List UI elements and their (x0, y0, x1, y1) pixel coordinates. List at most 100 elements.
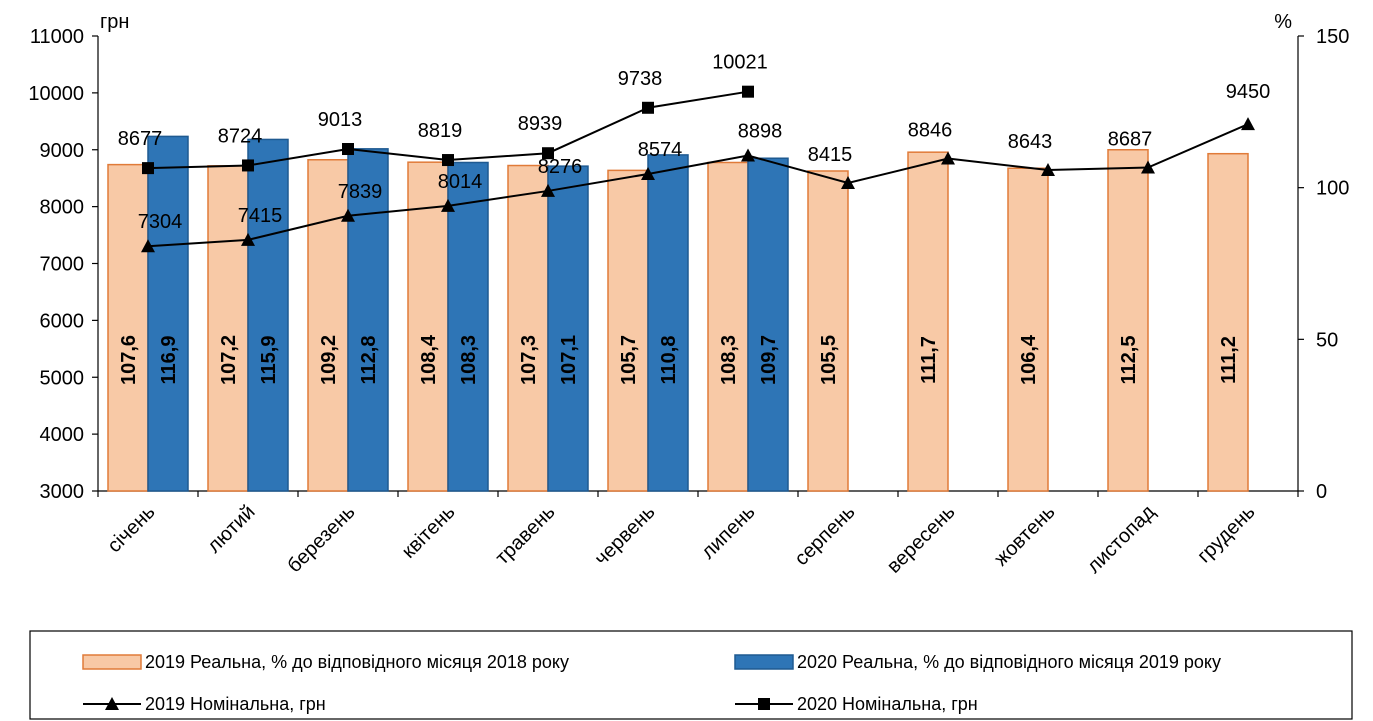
x-tick-label: червень (590, 501, 659, 570)
bar (1107, 149, 1149, 492)
bar-data-label: 112,8 (358, 336, 380, 385)
bar (407, 161, 449, 492)
triangle-marker (1141, 160, 1155, 174)
bar-data-label: 111,2 (1218, 336, 1240, 384)
bar-data-label: 107,6 (118, 335, 140, 385)
legend-label: 2019 Номінальна, грн (145, 694, 326, 714)
bar-data-label: 112,5 (1118, 336, 1140, 385)
line-data-label: 9450 (1226, 81, 1271, 103)
square-marker (442, 154, 454, 167)
legend-swatch (82, 654, 142, 670)
bar-data-label: 109,7 (758, 335, 780, 385)
bar-data-label: 107,1 (558, 335, 580, 385)
bar (447, 161, 489, 492)
y-right-tick-label: 100 (1316, 178, 1349, 200)
bar-data-label: 111,7 (918, 336, 940, 384)
square-marker (742, 85, 754, 98)
y-left-unit: грн (100, 11, 129, 33)
triangle-marker (1241, 117, 1255, 131)
triangle-marker (941, 151, 955, 165)
x-tick-label: листопад (1083, 501, 1160, 578)
y-right-unit: % (1274, 11, 1292, 33)
y-right-tick-label: 150 (1316, 26, 1349, 48)
bar (607, 169, 649, 492)
legend: 2019 Реальна, % до відповідного місяця 2… (29, 630, 1353, 720)
y-left-tick-label: 10000 (28, 83, 84, 105)
bar-data-label: 106,4 (1018, 334, 1040, 385)
y-left-tick-label: 4000 (40, 424, 85, 446)
line-data-label: 7304 (138, 211, 183, 233)
lines (141, 85, 1255, 253)
bar-data-label: 107,3 (518, 335, 540, 385)
bar (747, 157, 789, 492)
bar-data-label: 105,7 (618, 335, 640, 385)
x-tick-label: лютий (203, 501, 259, 557)
bar-data-label: 108,4 (418, 334, 440, 385)
triangle-marker (141, 239, 155, 253)
bar (807, 170, 849, 492)
x-tick-label: грудень (1193, 501, 1259, 567)
y-left-tick-label: 5000 (40, 367, 85, 389)
triangle-marker (841, 176, 855, 190)
series-line (147, 123, 1249, 248)
legend-box (29, 630, 1353, 720)
legend-swatch (734, 654, 794, 670)
bar (1207, 152, 1249, 492)
y-left-tick-label: 7000 (40, 254, 85, 276)
square-marker (142, 162, 154, 175)
triangle-marker (541, 183, 555, 197)
bar (247, 138, 289, 492)
triangle-marker (441, 198, 455, 212)
line-data-label: 9013 (318, 109, 363, 131)
legend-label: 2019 Реальна, % до відповідного місяця 2… (145, 652, 569, 672)
bar-data-label: 105,5 (818, 335, 840, 385)
line-data-label: 7839 (338, 181, 383, 203)
bar (147, 135, 189, 492)
line-data-label: 7415 (238, 205, 283, 227)
x-tick-label: травень (491, 501, 559, 569)
line-data-label: 8724 (218, 125, 263, 147)
line-data-label: 8939 (518, 113, 563, 135)
bar (647, 154, 689, 492)
line-data-label: 8898 (738, 121, 783, 143)
bar-data-label: 108,3 (458, 335, 480, 385)
bar-data-label: 110,8 (658, 336, 680, 385)
x-tick-label: вересень (883, 501, 960, 578)
triangle-marker (641, 166, 655, 180)
bar (307, 159, 349, 492)
bar (347, 148, 389, 492)
x-tick-label: квітень (398, 501, 460, 563)
y-right-tick-label: 0 (1316, 481, 1327, 503)
bar (1007, 167, 1049, 492)
square-marker (242, 159, 254, 172)
line-data-label: 8846 (908, 120, 953, 142)
x-tick-label: січень (103, 501, 159, 557)
y-left-tick-label: 11000 (30, 26, 84, 48)
bar (907, 151, 949, 492)
labels: 107,6 107,2 109,2 108,4 107,3 105,7 108,3 105,5… (118, 52, 1271, 385)
line-data-label: 10021 (712, 52, 768, 74)
line-data-label: 8415 (808, 144, 853, 166)
bar-data-label: 107,2 (218, 335, 240, 385)
line-data-label: 8574 (638, 139, 683, 161)
y-left-tick-label: 8000 (40, 197, 85, 219)
triangle-marker (1041, 163, 1055, 177)
line-data-label: 8643 (1008, 131, 1053, 153)
legend-square-marker (758, 698, 770, 710)
square-marker (342, 143, 354, 156)
y-left-tick-label: 6000 (40, 310, 85, 332)
bar (507, 164, 549, 492)
line-data-label: 8677 (118, 128, 163, 150)
y-right-tick-label: 50 (1316, 329, 1338, 351)
line-data-label: 8819 (418, 120, 463, 142)
x-tick-label: серпень (790, 501, 859, 570)
line-data-label: 8014 (438, 171, 483, 193)
bar-data-label: 116,9 (158, 336, 180, 385)
square-marker (642, 101, 654, 114)
square-marker (542, 147, 554, 160)
y-left-tick-label: 3000 (40, 481, 85, 503)
line-data-label: 9738 (618, 68, 663, 90)
bar (207, 165, 249, 492)
triangle-marker (241, 232, 255, 246)
